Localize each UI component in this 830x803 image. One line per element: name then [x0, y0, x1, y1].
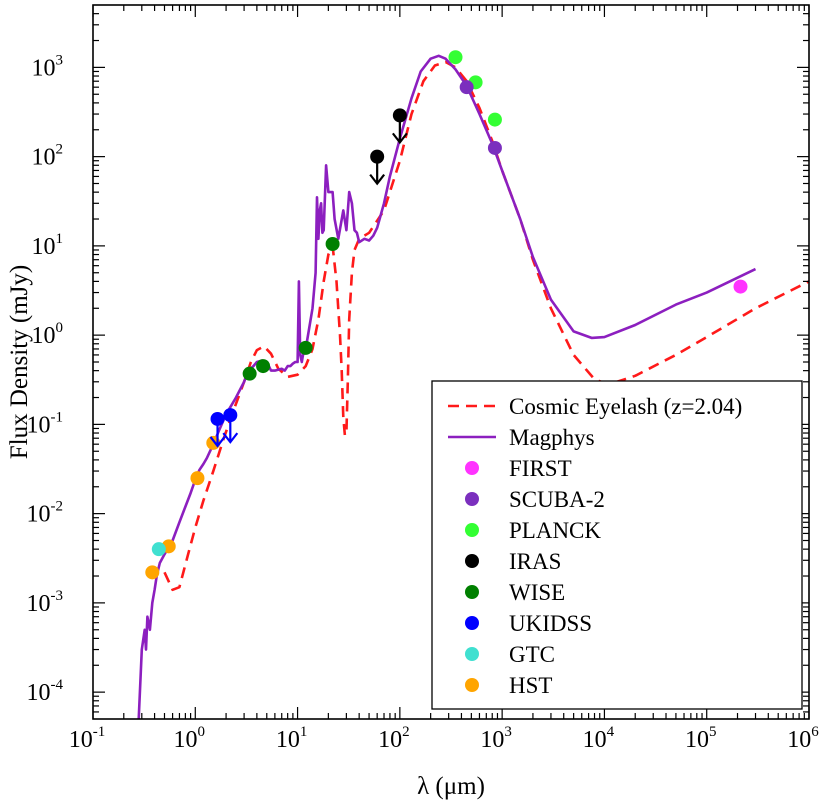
hst-point: [145, 565, 160, 580]
x-tick-label: 105: [685, 724, 717, 753]
x-tick-label: 103: [480, 724, 511, 753]
legend-label-iras: IRAS: [509, 549, 561, 574]
legend-swatch-planck: [465, 523, 479, 537]
gtc-point: [151, 542, 166, 557]
x-tick-label: 10-1: [69, 724, 106, 753]
wise-point: [242, 366, 257, 381]
model-curves: [137, 54, 809, 719]
legend-label-first: FIRST: [509, 456, 572, 481]
legend-swatch-ukidss: [465, 616, 479, 630]
x-tick-label: 102: [378, 724, 410, 753]
x-axis-label: λ (μm): [417, 773, 485, 800]
x-tick-label: 101: [276, 724, 308, 753]
y-axis: 10-4 10-3 10-2 10-1 100 101 102 103: [27, 13, 809, 713]
legend-label-gtc: GTC: [509, 642, 555, 667]
planck-point: [487, 112, 502, 127]
x-tick-label: 106: [787, 724, 819, 753]
legend-swatch-hst: [465, 678, 479, 692]
x-tick-label: 104: [583, 724, 615, 753]
first-point: [733, 279, 748, 294]
scuba-2-point: [459, 80, 474, 95]
hst-point: [190, 471, 205, 486]
legend-swatch-scuba-2: [465, 492, 479, 506]
y-tick-label: 10-4: [27, 677, 64, 706]
legend-swatch-gtc: [465, 647, 479, 661]
planck-point: [448, 50, 463, 65]
legend-swatch-iras: [465, 554, 479, 568]
y-axis-label: Flux Density (mJy): [6, 265, 33, 459]
legend-label-scuba-2: SCUBA-2: [509, 487, 605, 512]
y-tick-label: 103: [32, 52, 64, 81]
scuba-2-point: [487, 140, 502, 155]
wise-point: [298, 340, 313, 355]
y-tick-label: 10-3: [27, 588, 64, 617]
wise-point: [325, 236, 340, 251]
legend-label-hst: HST: [509, 673, 552, 698]
legend-swatch-first: [465, 461, 479, 475]
y-tick-label: 100: [32, 320, 64, 349]
legend-swatch-wise: [465, 585, 479, 599]
iras-point: [370, 149, 385, 164]
y-tick-label: 102: [32, 142, 64, 171]
legend-label-ukidss: UKIDSS: [509, 611, 592, 636]
y-tick-label: 10-1: [27, 409, 64, 438]
y-tick-label: 10-2: [27, 499, 64, 528]
magphys-curve: [137, 54, 757, 719]
x-tick-label: 100: [174, 724, 206, 753]
legend-label-wise: WISE: [509, 580, 565, 605]
legend: Cosmic Eyelash (z=2.04) Magphys FIRST SCUBA…: [431, 380, 803, 710]
iras-point: [392, 108, 407, 123]
legend-label-planck: PLANCK: [509, 518, 601, 543]
ukidss-point: [223, 408, 238, 423]
wise-point: [256, 359, 271, 374]
y-tick-label: 101: [32, 231, 64, 260]
photometry-points: [145, 50, 748, 580]
x-axis: 10-1 100 101 102 103 104 105 106: [69, 5, 819, 753]
legend-label-magphys: Magphys: [509, 425, 595, 450]
ukidss-point: [210, 411, 225, 426]
legend-label-cosmic-eyelash-z-2-04: Cosmic Eyelash (z=2.04): [509, 394, 742, 419]
legend-box: [431, 380, 803, 710]
